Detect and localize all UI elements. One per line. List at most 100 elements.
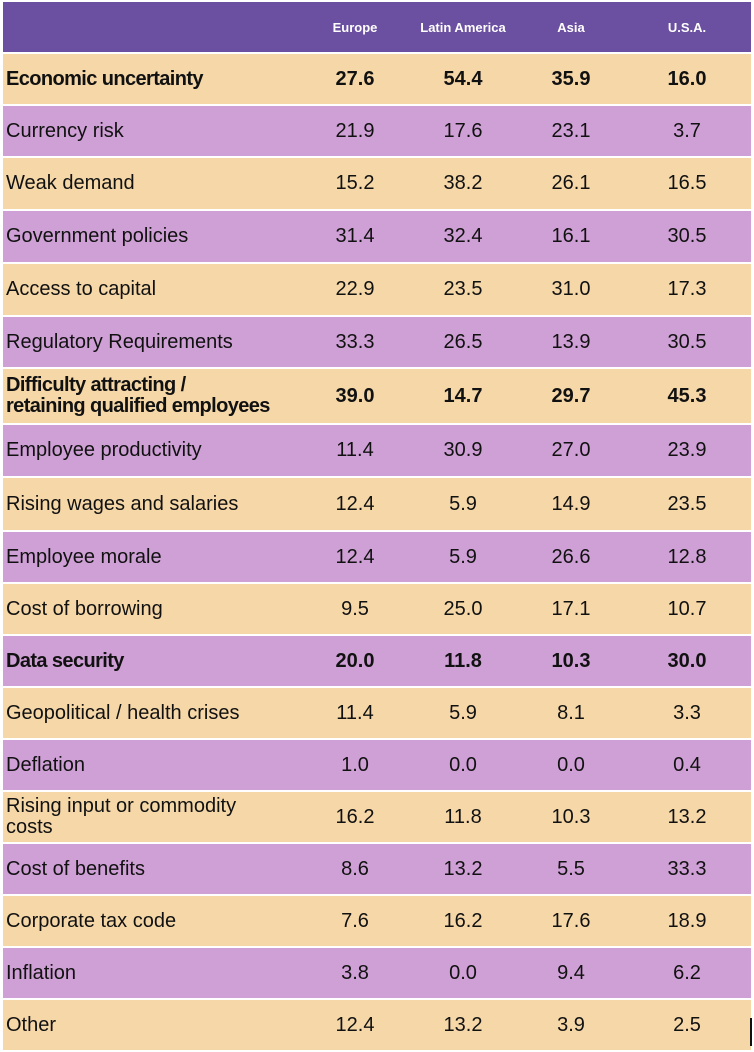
- value-cell-europe: 3.8: [341, 961, 369, 984]
- value-cell-latin-america: 0.0: [449, 753, 477, 776]
- column-header-asia: Asia: [557, 19, 585, 35]
- row-label: Data security: [6, 649, 124, 672]
- value-cell-asia: 10.3: [551, 649, 591, 672]
- value-cell-europe: 20.0: [335, 649, 375, 672]
- value-cell-europe: 12.4: [335, 545, 375, 568]
- data-table: Europe Latin America Asia U.S.A. Economi…: [3, 2, 751, 1052]
- value-cell-usa: 23.9: [667, 439, 707, 461]
- value-cell-europe: 22.9: [335, 278, 375, 300]
- row-label: Regulatory Requirements: [6, 330, 233, 353]
- table-row: Government policies 31.4 32.4 16.1 30.5: [3, 211, 751, 264]
- table-row: Deflation 1.0 0.0 0.0 0.4: [3, 740, 751, 792]
- row-label: Rising input or commodity costs: [6, 795, 237, 838]
- value-cell-europe: 31.4: [335, 225, 375, 247]
- row-label: Access to capital: [6, 278, 157, 300]
- value-cell-latin-america: 23.5: [443, 278, 483, 300]
- table-body: Economic uncertainty 27.6 54.4 35.9 16.0 Curr…: [3, 54, 751, 1052]
- value-cell-usa: 30.5: [667, 330, 707, 353]
- value-cell-europe: 9.5: [341, 597, 369, 620]
- value-cell-europe: 21.9: [335, 119, 375, 142]
- value-cell-usa: 3.7: [673, 119, 701, 142]
- value-cell-latin-america: 30.9: [443, 439, 483, 461]
- value-cell-usa: 17.3: [667, 278, 707, 300]
- value-cell-latin-america: 13.2: [443, 1013, 483, 1036]
- value-cell-usa: 30.5: [667, 225, 707, 247]
- column-header-europe: Europe: [332, 19, 378, 35]
- value-cell-europe: 16.2: [335, 805, 375, 828]
- row-label: Geopolitical / health crises: [6, 701, 240, 724]
- value-cell-asia: 26.6: [551, 545, 591, 568]
- table-row: Difficulty attracting / retaining qualifi…: [3, 369, 751, 425]
- row-label: Difficulty attracting / retaining qualifi…: [6, 374, 270, 417]
- value-cell-asia: 31.0: [551, 278, 591, 300]
- value-cell-usa: 3.3: [673, 701, 701, 724]
- row-label: Corporate tax code: [6, 909, 177, 932]
- table-row: Currency risk 21.9 17.6 23.1 3.7: [3, 106, 751, 158]
- value-cell-europe: 8.6: [341, 857, 369, 880]
- value-cell-asia: 13.9: [551, 330, 591, 353]
- table-row: Weak demand 15.2 38.2 26.1 16.5: [3, 158, 751, 211]
- value-cell-latin-america: 5.9: [449, 545, 477, 568]
- value-cell-latin-america: 14.7: [443, 384, 483, 407]
- table-row: Corporate tax code 7.6 16.2 17.6 18.9: [3, 896, 751, 948]
- value-cell-europe: 12.4: [335, 1013, 375, 1036]
- row-label: Cost of borrowing: [6, 597, 163, 620]
- row-label: Rising wages and salaries: [6, 492, 239, 515]
- value-cell-usa: 13.2: [667, 805, 707, 828]
- row-label: Cost of benefits: [6, 857, 145, 880]
- value-cell-latin-america: 54.4: [443, 67, 483, 90]
- table-row: Employee productivity 11.4 30.9 27.0 23.9: [3, 425, 751, 478]
- value-cell-latin-america: 38.2: [443, 172, 483, 194]
- value-cell-asia: 3.9: [557, 1013, 585, 1036]
- value-cell-usa: 2.5: [673, 1013, 701, 1036]
- table-row: Regulatory Requirements 33.3 26.5 13.9 30.5: [3, 317, 751, 369]
- table-row: Rising input or commodity costs 16.2 11.8 10…: [3, 792, 751, 844]
- table-row: Employee morale 12.4 5.9 26.6 12.8: [3, 532, 751, 584]
- value-cell-usa: 33.3: [667, 857, 707, 880]
- value-cell-europe: 39.0: [335, 384, 375, 407]
- row-label: Deflation: [6, 753, 85, 776]
- value-cell-europe: 7.6: [341, 909, 369, 932]
- row-label: Employee morale: [6, 545, 162, 568]
- value-cell-europe: 1.0: [341, 753, 369, 776]
- value-cell-europe: 33.3: [335, 330, 375, 353]
- value-cell-latin-america: 13.2: [443, 857, 483, 880]
- value-cell-usa: 16.5: [667, 172, 707, 194]
- value-cell-latin-america: 5.9: [449, 701, 477, 724]
- column-header-usa: U.S.A.: [667, 19, 707, 35]
- value-cell-asia: 17.6: [551, 909, 591, 932]
- value-cell-europe: 11.4: [336, 439, 374, 461]
- value-cell-asia: 9.4: [557, 961, 585, 984]
- value-cell-asia: 14.9: [551, 492, 591, 515]
- column-header-latin-america: Latin America: [420, 19, 506, 35]
- value-cell-asia: 10.3: [551, 805, 591, 828]
- value-cell-asia: 17.1: [551, 597, 591, 620]
- table-row: Other 12.4 13.2 3.9 2.5: [3, 1000, 751, 1052]
- value-cell-latin-america: 0.0: [449, 961, 477, 984]
- value-cell-latin-america: 17.6: [443, 119, 483, 142]
- value-cell-usa: 18.9: [667, 909, 707, 932]
- value-cell-asia: 0.0: [557, 753, 585, 776]
- row-label: Weak demand: [6, 172, 135, 194]
- table-row: Cost of borrowing 9.5 25.0 17.1 10.7: [3, 584, 751, 636]
- value-cell-usa: 10.7: [667, 597, 707, 620]
- table-row: Inflation 3.8 0.0 9.4 6.2: [3, 948, 751, 1000]
- table-row: Geopolitical / health crises 11.4 5.9 8.1 3.…: [3, 688, 751, 740]
- value-cell-usa: 23.5: [667, 492, 707, 515]
- table-row: Rising wages and salaries 12.4 5.9 14.9 23.5: [3, 478, 751, 532]
- edge-mark: [750, 1018, 752, 1046]
- value-cell-asia: 16.1: [551, 225, 591, 247]
- table-row: Data security 20.0 11.8 10.3 30.0: [3, 636, 751, 688]
- value-cell-latin-america: 25.0: [443, 597, 483, 620]
- value-cell-asia: 29.7: [551, 384, 591, 407]
- value-cell-latin-america: 16.2: [443, 909, 483, 932]
- row-label: Inflation: [6, 961, 77, 984]
- row-label: Currency risk: [6, 119, 124, 142]
- value-cell-europe: 15.2: [335, 172, 375, 194]
- row-label: Government policies: [6, 225, 189, 247]
- value-cell-usa: 6.2: [673, 961, 701, 984]
- value-cell-latin-america: 11.8: [444, 805, 482, 828]
- row-label: Employee productivity: [6, 439, 202, 461]
- value-cell-asia: 26.1: [551, 172, 591, 194]
- table-row: Economic uncertainty 27.6 54.4 35.9 16.0: [3, 54, 751, 106]
